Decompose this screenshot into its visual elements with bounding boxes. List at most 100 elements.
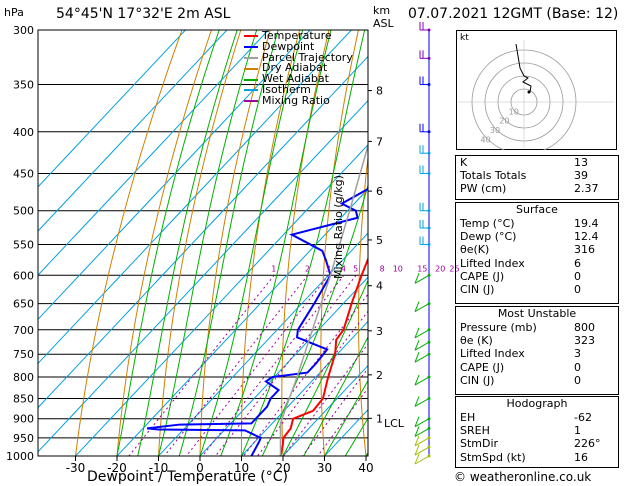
pressure-tick-label: 450 bbox=[13, 167, 34, 180]
hodograph-table: Hodograph EH -62 SREH 1 StmDir 226° StmSpd (kt… bbox=[455, 396, 619, 468]
x-tick-label: 10 bbox=[234, 461, 249, 475]
hodo-ring-label: 40 bbox=[481, 135, 491, 144]
tt-value: 39 bbox=[574, 169, 588, 183]
hodograph-row: StmDir 226° bbox=[456, 437, 618, 450]
legend-swatch bbox=[244, 56, 258, 59]
wind-barb bbox=[414, 418, 430, 428]
mixing-ratio-label: 25 bbox=[449, 264, 459, 273]
isotherm-line bbox=[38, 30, 269, 276]
hodograph-label: StmDir bbox=[460, 437, 499, 451]
surface-row: Temp (°C) 19.4 bbox=[456, 217, 618, 230]
legend-label: Dewpoint bbox=[262, 39, 315, 53]
km-tick-label: 2 bbox=[376, 369, 383, 382]
dry-adiabat-line bbox=[240, 30, 301, 456]
unstable-value: 800 bbox=[574, 321, 595, 334]
km-tick-label: 5 bbox=[376, 234, 383, 247]
hodograph-title: Hodograph bbox=[506, 397, 568, 410]
surface-value: 316 bbox=[574, 243, 595, 257]
wind-barb bbox=[414, 274, 430, 284]
mixing-ratio-line bbox=[242, 293, 368, 456]
mixing-ratio-label: 15 bbox=[417, 264, 427, 273]
legend-item: Wet Adiabat bbox=[244, 72, 353, 86]
hodo-point bbox=[527, 90, 531, 94]
x-tick-label: 30 bbox=[317, 461, 332, 475]
hodograph-row: EH -62 bbox=[456, 411, 618, 424]
tt-label: Totals Totals bbox=[460, 169, 527, 183]
surface-table: Surface Temp (°C) 19.4 Dewp (°C) 12.4 θe(K) 3… bbox=[455, 202, 619, 304]
pressure-tick-label: 650 bbox=[13, 298, 34, 311]
tt-row: Totals Totals 39 bbox=[456, 169, 618, 182]
mixing-ratio-label: 20 bbox=[435, 264, 445, 273]
wind-barb bbox=[414, 376, 430, 386]
hodograph-row: StmSpd (kt) 16 bbox=[456, 451, 618, 464]
km-tick-label: 6 bbox=[376, 185, 383, 198]
surface-label: CIN (J) bbox=[460, 282, 495, 296]
wind-barb bbox=[414, 398, 430, 407]
pressure-tick-label: 400 bbox=[13, 126, 34, 139]
wind-barb-flag bbox=[414, 273, 420, 284]
unstable-row: θe (K) 323 bbox=[456, 334, 618, 347]
legend-item: Parcel Trajectory bbox=[244, 50, 353, 64]
mixing-ratio-line bbox=[163, 274, 309, 456]
legend-label: Mixing Ratio bbox=[262, 93, 330, 107]
hodograph-label: EH bbox=[460, 411, 476, 424]
unstable-label: Lifted Index bbox=[460, 347, 525, 361]
plot-frame bbox=[37, 29, 369, 457]
pressure-tick-label: 600 bbox=[13, 269, 34, 282]
k-index-row: K 13 bbox=[456, 156, 618, 169]
wind-barb bbox=[414, 455, 430, 465]
legend-label: Parcel Trajectory bbox=[262, 50, 353, 64]
surface-row: CIN (J) 0 bbox=[456, 283, 618, 296]
hodograph-row: SREH 1 bbox=[456, 424, 618, 437]
asl-label: ASL bbox=[373, 17, 394, 30]
dry-adiabat-line bbox=[74, 30, 183, 456]
wind-barb-flag bbox=[414, 444, 420, 456]
km-label: km bbox=[373, 4, 391, 17]
parcel-trajectory-line bbox=[279, 143, 368, 456]
unstable-value: 0 bbox=[574, 373, 581, 387]
pressure-tick-label: 950 bbox=[13, 432, 34, 445]
wind-barb-flag bbox=[414, 352, 420, 363]
legend-item: Dry Adiabat bbox=[244, 61, 353, 75]
km-tick-label: 8 bbox=[376, 85, 383, 98]
mixing-ratio-axis-label: Mixing Ratio (g/kg) bbox=[332, 175, 345, 279]
x-tick-label: -10 bbox=[149, 461, 169, 475]
x-tick-label: 20 bbox=[275, 461, 290, 475]
isotherm-line bbox=[157, 232, 368, 456]
surface-row: CAPE (J) 0 bbox=[456, 270, 618, 283]
isotherm-line bbox=[323, 408, 368, 456]
km-tick-label: 3 bbox=[376, 325, 383, 338]
pressure-tick-label: 900 bbox=[13, 413, 34, 426]
surface-title: Surface bbox=[516, 203, 558, 216]
wet-adiabat-line bbox=[116, 30, 220, 456]
legend-label: Dry Adiabat bbox=[262, 61, 328, 75]
datetime-title: 07.07.2021 12GMT (Base: 12) bbox=[408, 6, 619, 22]
copyright-footer: © weatheronline.co.uk bbox=[454, 470, 592, 484]
unstable-label: Pressure (mb) bbox=[460, 321, 537, 334]
surface-row: θe(K) 316 bbox=[456, 243, 618, 256]
unstable-row: CAPE (J) 0 bbox=[456, 361, 618, 374]
dry-adiabat-line bbox=[623, 0, 629, 473]
pressure-tick-label: 300 bbox=[13, 24, 34, 37]
isotherm-line bbox=[38, 30, 311, 321]
hodograph-label: SREH bbox=[460, 424, 490, 438]
lcl-label: LCL bbox=[384, 417, 404, 430]
wind-barb bbox=[414, 353, 430, 363]
x-axis-label: Dewpoint / Temperature (°C) bbox=[87, 469, 288, 485]
mixing-ratio-label: 3 bbox=[326, 264, 331, 273]
pw-label: PW (cm) bbox=[460, 182, 507, 196]
wind-barb-flag bbox=[414, 453, 420, 465]
hodo-ring-label: 20 bbox=[499, 117, 509, 126]
unstable-label: CIN (J) bbox=[460, 373, 495, 387]
hodograph-value: 1 bbox=[574, 424, 581, 438]
legend-label: Wet Adiabat bbox=[262, 72, 329, 86]
hodo-ring-label: 10 bbox=[509, 107, 519, 116]
isotherm-line bbox=[199, 276, 368, 456]
pw-value: 2.37 bbox=[574, 182, 599, 196]
hodograph-value: -62 bbox=[574, 411, 592, 424]
mixing-ratio-line bbox=[282, 343, 368, 456]
pressure-tick-label: 1000 bbox=[6, 450, 34, 463]
pressure-tick-label: 750 bbox=[13, 348, 34, 361]
unstable-value: 323 bbox=[574, 334, 595, 348]
